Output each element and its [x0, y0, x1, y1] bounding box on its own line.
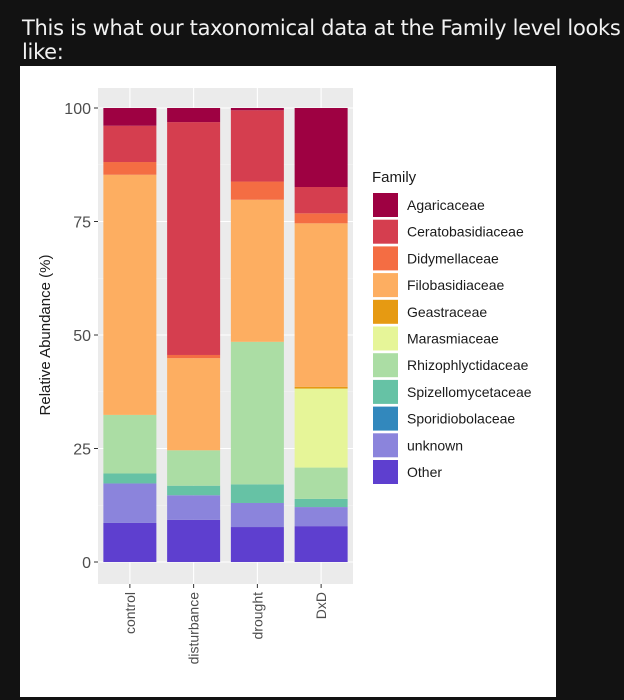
legend-title: Family: [372, 169, 417, 186]
bar-segment-DxD-ceratobasidiaceae: [294, 186, 348, 214]
legend-swatch: [373, 406, 398, 431]
bar-segment-disturbance-agaricaceae: [167, 108, 221, 123]
y-tick-label: 75: [73, 215, 91, 232]
bar-segment-disturbance-spizellomycetaceae: [167, 485, 221, 496]
legend-label: Geastraceae: [407, 304, 487, 320]
bar-segment-drought-didymellaceae: [230, 181, 284, 200]
bar-segment-DxD-filobasidiaceae: [294, 223, 348, 387]
legend-label: Didymellaceae: [407, 250, 499, 266]
legend-swatch: [373, 273, 398, 298]
bar-segment-control-agaricaceae: [103, 108, 157, 126]
legend-swatch: [373, 433, 398, 458]
legend-label: Marasmiaceae: [407, 331, 499, 347]
bar-segment-control-rhizophlyctidaceae: [103, 414, 157, 474]
bar-segment-disturbance-unknown: [167, 495, 221, 520]
legend-label: Ceratobasidiaceae: [407, 224, 524, 240]
bar-segment-disturbance-ceratobasidiaceae: [167, 122, 221, 355]
bar-segment-control-ceratobasidiaceae: [103, 125, 157, 163]
bar-segment-drought-ceratobasidiaceae: [230, 110, 284, 182]
bar-segment-DxD-spizellomycetaceae: [294, 498, 348, 508]
legend-swatch: [373, 460, 398, 484]
legend-swatch: [373, 219, 398, 244]
y-axis-title: Relative Abundance (%): [37, 255, 54, 416]
y-tick-label: 25: [73, 442, 91, 459]
bar-segment-DxD-rhizophlyctidaceae: [294, 467, 348, 499]
legend-label: Filobasidiaceae: [407, 277, 504, 293]
legend-swatch: [373, 379, 398, 404]
bar-segment-control-spizellomycetaceae: [103, 473, 157, 484]
bar-segment-control-other: [103, 522, 157, 562]
bar-segment-DxD-geastraceae: [294, 386, 348, 389]
legend-swatch: [373, 353, 398, 378]
legend-label: Rhizophlyctidaceae: [407, 357, 529, 373]
bar-segment-DxD-unknown: [294, 507, 348, 527]
legend-label: Sporidiobolaceae: [407, 411, 515, 427]
bar-segment-drought-agaricaceae: [230, 108, 284, 111]
bar-segment-drought-spizellomycetaceae: [230, 484, 284, 503]
legend-label: Agaricaceae: [407, 197, 485, 213]
axes: 0 25 50 75 100 control disturbance drought DxD: [64, 101, 329, 664]
bars: [103, 108, 348, 562]
legend-swatch: [373, 193, 398, 217]
x-tick-label: DxD: [313, 592, 329, 619]
bar-segment-drought-rhizophlyctidaceae: [230, 341, 284, 485]
x-tick-label: disturbance: [186, 592, 202, 665]
bar-segment-control-unknown: [103, 483, 157, 523]
bar-segment-DxD-marasmiaceae: [294, 388, 348, 468]
bar-segment-DxD-didymellaceae: [294, 213, 348, 224]
y-tick-label: 50: [73, 328, 91, 345]
bar-segment-control-filobasidiaceae: [103, 174, 157, 415]
legend-label: Spizellomycetaceae: [407, 384, 532, 400]
bar-segment-disturbance-didymellaceae: [167, 354, 221, 359]
legend-swatch: [373, 299, 398, 324]
bar-segment-disturbance-rhizophlyctidaceae: [167, 450, 221, 486]
legend-swatch: [373, 246, 398, 271]
page-heading: This is what our taxonomical data at the…: [22, 16, 621, 64]
legend-label: Other: [407, 464, 442, 480]
x-tick-label: drought: [249, 592, 265, 640]
bar-segment-disturbance-filobasidiaceae: [167, 358, 221, 451]
y-tick-label: 100: [64, 101, 91, 118]
bar-segment-drought-filobasidiaceae: [230, 199, 284, 342]
x-tick-label: control: [122, 592, 138, 634]
y-tick-label: 0: [82, 555, 91, 572]
legend: Agaricaceae Ceratobasidiaceae Didymellacea…: [373, 193, 532, 484]
bar-segment-drought-other: [230, 527, 284, 562]
bar-segment-disturbance-other: [167, 519, 221, 562]
bar-segment-DxD-agaricaceae: [294, 108, 348, 187]
legend-swatch: [373, 326, 398, 351]
bar-segment-control-didymellaceae: [103, 162, 157, 175]
bar-segment-DxD-other: [294, 526, 348, 562]
legend-label: unknown: [407, 437, 463, 453]
bar-segment-drought-unknown: [230, 502, 284, 528]
